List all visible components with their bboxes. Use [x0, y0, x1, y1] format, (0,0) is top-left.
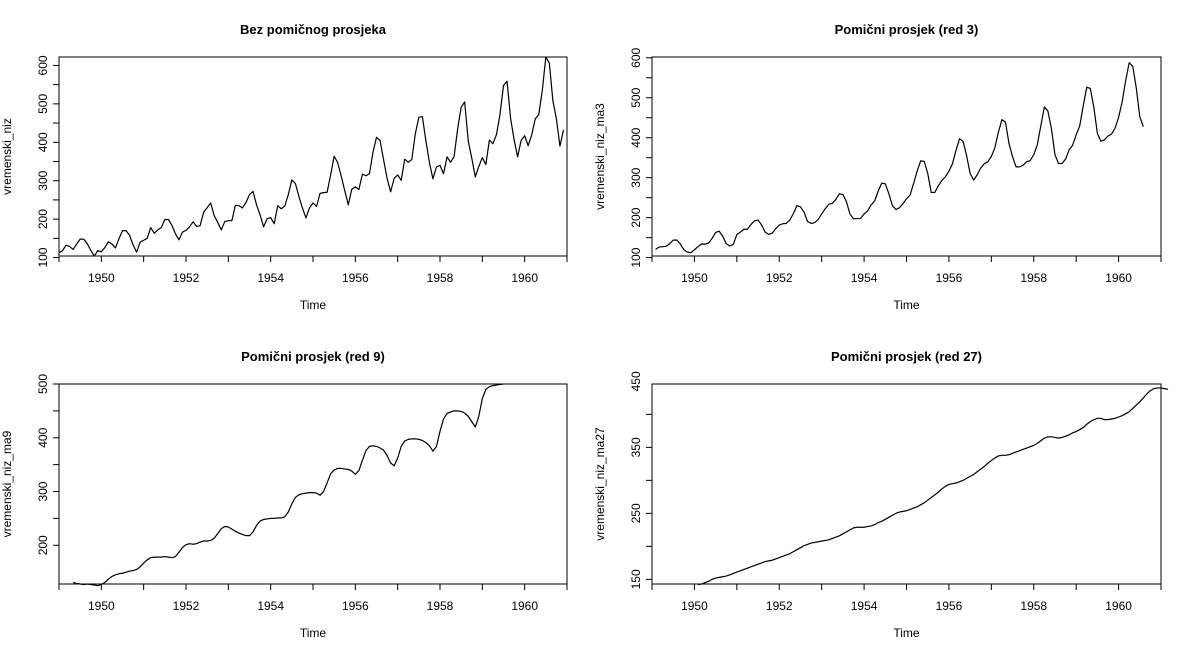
chart-panel-1: Bez pomičnog prosjeka Time vremenski_niz 19… [0, 22, 568, 312]
y-tick-label: 500 [629, 87, 643, 107]
chart-title: Pomični prosjek (red 3) [835, 22, 979, 37]
y-tick-label: 400 [36, 132, 50, 152]
chart-panel-3: Pomični prosjek (red 9) Time vremenski_niz… [0, 349, 568, 640]
x-tick-label: 1954 [257, 271, 284, 285]
plot-frame [651, 56, 1162, 257]
y-tick-label: 400 [36, 427, 50, 447]
plot-frame [651, 383, 1162, 585]
x-axis-label: Time [893, 298, 920, 312]
y-tick-label: 300 [36, 170, 50, 190]
series-line [72, 383, 504, 587]
y-tick-label: 250 [629, 503, 643, 523]
y-axis-label: vremenski_niz_ma27 [593, 427, 607, 541]
x-tick-label: 1952 [173, 599, 200, 613]
y-axis-label: vremenski_niz_ma9 [0, 430, 14, 537]
x-tick-label: 1960 [1105, 271, 1132, 285]
x-tick-label: 1952 [173, 271, 200, 285]
y-tick-label: 500 [36, 374, 50, 394]
chart-title: Pomični prosjek (red 9) [241, 349, 385, 364]
y-tick-label: 300 [36, 481, 50, 501]
y-tick-label: 200 [629, 207, 643, 227]
x-tick-label: 1950 [88, 599, 115, 613]
x-tick-label: 1956 [936, 599, 963, 613]
y-tick-label: 450 [629, 371, 643, 391]
y-tick-label: 500 [36, 94, 50, 114]
x-tick-label: 1950 [681, 271, 708, 285]
x-tick-label: 1960 [511, 599, 538, 613]
x-tick-label: 1958 [1020, 599, 1047, 613]
x-tick-label: 1960 [511, 271, 538, 285]
x-tick-label: 1954 [851, 599, 878, 613]
plot-frame [58, 383, 568, 585]
x-tick-label: 1956 [936, 271, 963, 285]
series-line [697, 387, 1169, 586]
x-tick-label: 1958 [1020, 271, 1047, 285]
x-tick-label: 1950 [681, 599, 708, 613]
y-tick-label: 300 [629, 167, 643, 187]
x-axis-label: Time [893, 626, 920, 640]
x-tick-label: 1958 [427, 599, 454, 613]
x-tick-label: 1956 [342, 271, 369, 285]
chart-title: Pomični prosjek (red 27) [831, 349, 982, 364]
chart-panel-4: Pomični prosjek (red 27) Time vremenski_ni… [593, 349, 1169, 640]
y-tick-label: 150 [629, 569, 643, 589]
y-tick-label: 200 [36, 535, 50, 555]
y-tick-label: 350 [629, 437, 643, 457]
x-tick-label: 1954 [851, 271, 878, 285]
chart-panel-2: Pomični prosjek (red 3) Time vremenski_niz… [593, 22, 1162, 312]
y-tick-label: 600 [36, 55, 50, 75]
y-axis-label: vremenski_niz [0, 118, 14, 195]
y-tick-label: 100 [629, 247, 643, 267]
chart-title: Bez pomičnog prosjeka [240, 22, 387, 37]
series-line [655, 62, 1144, 254]
y-tick-label: 400 [629, 127, 643, 147]
x-axis-label: Time [300, 298, 327, 312]
x-axis-label: Time [300, 626, 327, 640]
y-axis-label: vremenski_niz_ma3 [593, 103, 607, 210]
x-tick-label: 1952 [766, 271, 793, 285]
series-line [58, 56, 565, 257]
x-tick-label: 1954 [257, 599, 284, 613]
y-tick-label: 600 [629, 47, 643, 67]
y-tick-label: 200 [36, 209, 50, 229]
x-tick-label: 1950 [88, 271, 115, 285]
x-tick-label: 1952 [766, 599, 793, 613]
x-tick-label: 1956 [342, 599, 369, 613]
x-tick-label: 1960 [1105, 599, 1132, 613]
plot-frame [58, 56, 568, 257]
x-tick-label: 1958 [427, 271, 454, 285]
y-tick-label: 100 [36, 247, 50, 267]
